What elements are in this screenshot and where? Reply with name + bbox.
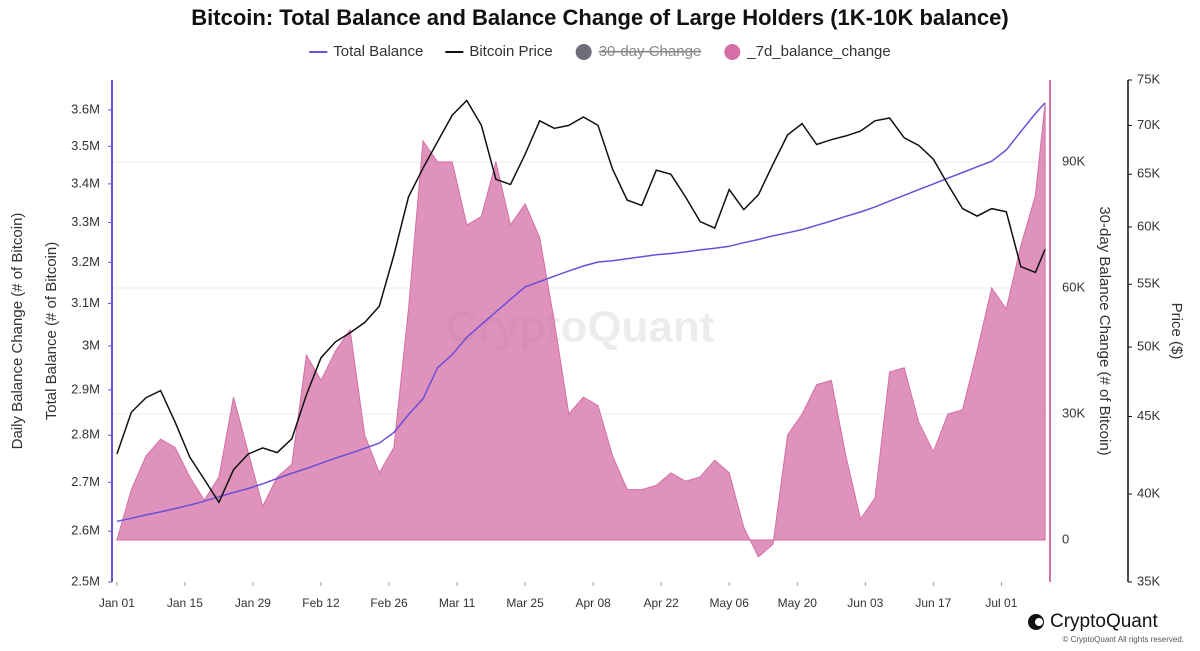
- chart-title: Bitcoin: Total Balance and Balance Chang…: [191, 5, 1008, 30]
- line: [116, 102, 1046, 523]
- y3-tick-label: 70K: [1137, 117, 1160, 132]
- x-tick-label: Jan 15: [167, 596, 203, 610]
- y3-tick-label: 40K: [1137, 485, 1160, 500]
- footer-brand: CryptoQuant: [1050, 611, 1158, 632]
- footer-logo: CryptoQuant © CryptoQuant All rights res…: [1028, 611, 1184, 644]
- y3-tick-label: 75K: [1137, 71, 1160, 86]
- y2-axis-title: 30-day Balance Change (# of Bitcoin): [1096, 206, 1113, 455]
- y3-axis-title: Price ($): [1168, 303, 1185, 360]
- legend-item: Total Balance: [309, 43, 423, 60]
- x-tick-label: Jul 01: [985, 596, 1017, 610]
- x-tick-label: Apr 22: [644, 596, 680, 610]
- y3-tick-label: 60K: [1137, 218, 1160, 233]
- x-tick-label: Jan 01: [99, 596, 135, 610]
- y-tick-label: 2.9M: [71, 381, 100, 396]
- y3-tick-label: 50K: [1137, 339, 1160, 354]
- legend-item: _7d_balance_change: [724, 43, 891, 60]
- y-tick-label: 3.2M: [71, 254, 100, 269]
- y3-tick-label: 65K: [1137, 166, 1160, 181]
- y3-tick-label: 55K: [1137, 276, 1160, 291]
- y-tick-label: 2.8M: [71, 427, 100, 442]
- x-tick-label: May 06: [710, 596, 750, 610]
- y2-tick-label: 30K: [1062, 405, 1085, 420]
- y-tick-label: 2.6M: [71, 523, 100, 538]
- x-tick-label: Jun 03: [847, 596, 883, 610]
- y-tick-label: 3.4M: [71, 175, 100, 190]
- y-outer-axis-title: Daily Balance Change (# of Bitcoin): [9, 213, 26, 450]
- y-axis-title: Total Balance (# of Bitcoin): [43, 242, 60, 420]
- x-tick-label: Feb 26: [370, 596, 408, 610]
- y2-tick-label: 0: [1062, 531, 1069, 546]
- y-tick-label: 3.1M: [71, 295, 100, 310]
- logo-icon-cut: [1035, 618, 1043, 626]
- legend: Total Balance Bitcoin Price 30-day Change _…: [309, 43, 891, 60]
- legend-item: 30-day Change: [575, 43, 702, 60]
- footer-copyright: © CryptoQuant All rights reserved.: [1063, 635, 1185, 644]
- legend-swatch: [575, 44, 592, 60]
- axes: 0 30K 60K 90K 2.5M 2.6M 2.7M 2.8M 2.9M 3M 3.1M 3.2M…: [71, 71, 1160, 610]
- legend-swatch: [724, 44, 741, 60]
- y-tick-label: 3.5M: [71, 138, 100, 153]
- legend-item: Bitcoin Price: [445, 43, 553, 60]
- x-tick-label: Mar 11: [439, 596, 476, 610]
- legend-label: Total Balance: [333, 43, 423, 60]
- x-tick-label: Jun 17: [915, 596, 951, 610]
- y2-tick-label: 60K: [1062, 279, 1085, 294]
- legend-label: _7d_balance_change: [746, 43, 890, 60]
- plot: [116, 99, 1046, 558]
- x-tick-label: Feb 12: [302, 596, 340, 610]
- legend-label: Bitcoin Price: [469, 43, 552, 60]
- y3-tick-label: 35K: [1137, 573, 1160, 588]
- area: [116, 103, 1046, 558]
- y2-tick-label: 90K: [1062, 153, 1085, 168]
- y-tick-label: 3.3M: [71, 214, 100, 229]
- y-tick-label: 2.7M: [71, 474, 100, 489]
- x-tick-label: Apr 08: [575, 596, 611, 610]
- legend-label: 30-day Change: [599, 43, 702, 60]
- y-tick-label: 3M: [82, 337, 100, 352]
- y-tick-label: 3.6M: [71, 101, 100, 116]
- x-tick-label: Mar 25: [506, 596, 544, 610]
- y3-tick-label: 45K: [1137, 408, 1160, 423]
- line: [116, 99, 1046, 504]
- x-tick-label: Jan 29: [235, 596, 271, 610]
- x-tick-label: May 20: [778, 596, 818, 610]
- y-tick-label: 2.5M: [71, 573, 100, 588]
